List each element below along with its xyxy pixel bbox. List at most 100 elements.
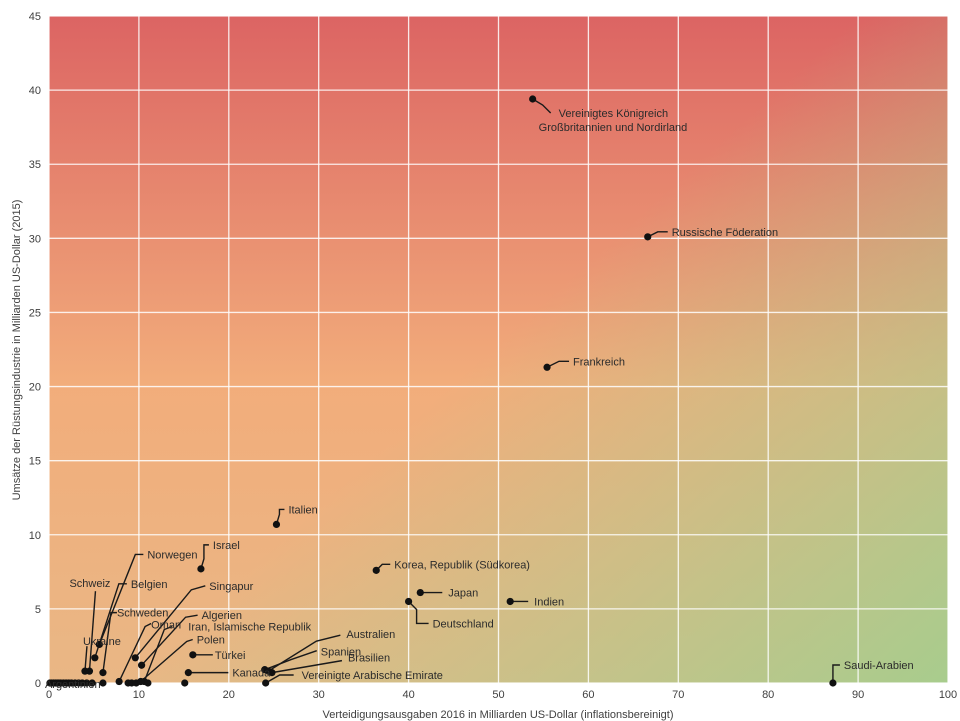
leader-line [143,625,173,682]
data-point [405,597,413,606]
data-label: Italien [288,504,317,516]
data-label: Spanien [321,647,361,659]
leader-line [134,585,206,659]
leader-line [118,622,152,682]
data-label: Indien [534,596,564,608]
leader-line [84,646,88,672]
data-label: Korea, Republik (Südkorea) [394,559,530,571]
leader-line [275,508,285,525]
data-label: Israel [213,540,240,552]
data-label: Russische Föderation [672,227,778,239]
y-axis-title: Umsätze der Rüstungsindustrie in Milliar… [11,200,23,501]
data-point [131,654,139,662]
y-axis-ticks: 0 5 10 15 20 25 30 35 40 45 [29,11,41,690]
y-tick-label: 40 [29,85,41,97]
data-point [644,233,652,241]
data-label: Japan [448,588,478,600]
leader-line [265,674,294,684]
x-tick-label: 60 [582,689,594,701]
leader-line [647,231,668,238]
data-point [372,566,380,574]
data-label: Australien [346,629,395,641]
data-label: Oman [151,620,181,632]
data-point [529,95,537,103]
data-point [197,565,205,573]
data-point [137,661,146,669]
data-point [272,520,281,529]
data-point [115,677,123,686]
y-tick-label: 45 [29,11,41,23]
data-label: Schweiz [69,578,110,590]
data-point [506,597,514,606]
data-point [81,667,89,675]
data-point [99,679,107,687]
x-tick-label: 0 [46,689,52,701]
x-tick-label: 10 [133,689,145,701]
data-label: Singapur [209,581,253,593]
x-tick-label: 100 [939,689,957,701]
leader-line [832,664,840,683]
data-point [184,669,192,677]
data-label: Saudi-Arabien [844,660,914,672]
y-tick-label: 25 [29,307,41,319]
leader-line [94,583,127,659]
data-label: Deutschland [433,618,494,630]
data-label: Ukraine [83,636,121,648]
leader-line [532,98,552,114]
x-tick-label: 90 [852,689,864,701]
leader-line [408,600,429,625]
y-tick-label: 10 [29,530,41,542]
x-tick-label: 50 [492,689,504,701]
data-label: Iran, Islamische Republik [188,622,311,634]
x-tick-label: 80 [762,689,774,701]
data-label: Türkei [215,650,246,662]
y-tick-label: 20 [29,382,41,394]
y-tick-label: 30 [29,233,41,245]
y-tick-label: 0 [35,678,41,690]
data-label: Polen [197,635,225,647]
data-label: Schweden [117,608,168,620]
data-point [95,640,103,649]
leader-line [140,638,193,683]
data-point [262,679,270,687]
x-tick-label: 30 [313,689,325,701]
label-leaders [84,98,840,684]
data-point [189,651,197,659]
data-label: Kanada [232,668,271,680]
data-label: Brasilien [348,653,390,665]
x-axis-ticks: 0 10 20 30 40 50 60 70 80 90 100 [46,689,957,701]
data-point [268,669,276,677]
data-point [88,679,96,687]
data-label: Großbritannien und Nordirland [539,122,688,134]
grid-lines [48,15,949,684]
data-point [91,654,99,662]
x-axis-title: Verteidigungsausgaben 2016 in Milliarden… [323,709,674,721]
data-point [416,588,424,597]
leader-line [264,649,317,671]
data-point [829,679,837,687]
data-label: Algerien [202,610,242,622]
leader-line [267,634,341,672]
leader-line [200,544,209,570]
data-label: Belgien [131,579,168,591]
x-tick-label: 70 [672,689,684,701]
data-label: Norwegen [147,549,197,561]
leader-line [546,360,570,368]
leader-line [271,659,343,674]
data-point [543,363,551,371]
x-tick-label: 40 [402,689,414,701]
data-label: Vereinigte Arabische Emirate [302,670,443,682]
data-label: Frankreich [573,356,625,368]
y-tick-label: 5 [35,604,41,616]
leader-line [88,591,97,672]
y-tick-label: 15 [29,456,41,468]
data-point [99,669,107,677]
data-point [137,677,145,686]
data-label: Vereinigtes Königreich [559,108,668,120]
leader-line [102,611,117,673]
data-points [46,95,837,687]
data-point [83,679,91,687]
point-labels: Vereinigtes Königreich Großbritannien und… [45,108,914,691]
data-label: Argentinien [45,679,101,691]
